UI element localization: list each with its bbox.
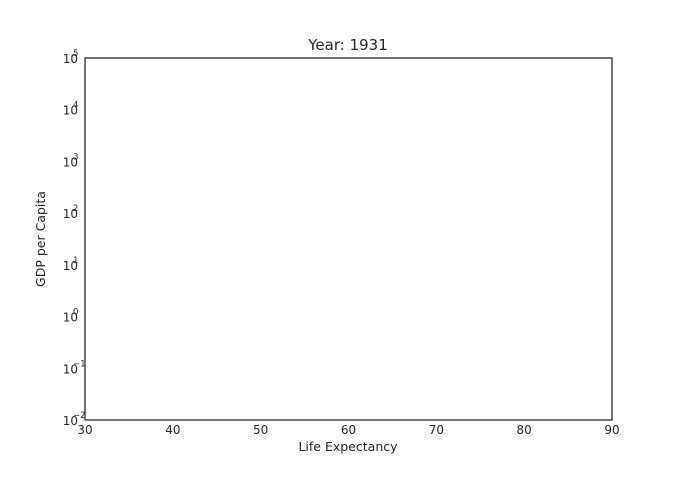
- y-tick-exponent: 1: [73, 256, 78, 266]
- y-tick-label: 100: [63, 308, 79, 325]
- x-tick-label: 50: [253, 423, 268, 437]
- y-tick-base: 10: [63, 104, 78, 118]
- y-tick-label: 105: [63, 49, 79, 66]
- y-tick-label: 10−1: [63, 359, 86, 376]
- chart-title: Year: 1931: [307, 36, 388, 54]
- y-tick-label: 104: [63, 101, 79, 118]
- y-tick-base: 10: [63, 362, 78, 376]
- y-tick-base: 10: [63, 311, 78, 325]
- y-tick-exponent: 2: [73, 204, 78, 214]
- x-tick-label: 60: [341, 423, 356, 437]
- y-tick-label: 101: [63, 256, 79, 273]
- y-tick-exponent: 4: [73, 101, 78, 111]
- y-tick-base: 10: [63, 155, 78, 169]
- y-tick-label: 10−2: [63, 411, 86, 428]
- y-tick-base: 10: [63, 207, 78, 221]
- y-tick-exponent: 0: [73, 308, 78, 318]
- x-axis-label: Life Expectancy: [298, 439, 398, 454]
- x-tick-label: 40: [165, 423, 180, 437]
- x-tick-label: 70: [429, 423, 444, 437]
- y-tick-exponent: 3: [73, 152, 78, 162]
- x-tick-label: 30: [77, 423, 92, 437]
- x-tick-label: 90: [604, 423, 619, 437]
- y-tick-exponent: −1: [73, 359, 86, 369]
- y-tick-base: 10: [63, 414, 78, 428]
- y-tick-exponent: 5: [73, 49, 78, 59]
- y-tick-label: 103: [63, 152, 79, 169]
- y-tick-exponent: −2: [73, 411, 86, 421]
- x-tick-label: 80: [517, 423, 532, 437]
- y-axis-label: GDP per Capita: [33, 191, 48, 287]
- y-tick-base: 10: [63, 52, 78, 66]
- x-axis-ticks: 30 40 50 60 70 80 90: [77, 423, 619, 437]
- plot-area: [84, 57, 613, 421]
- plot-frame: [84, 57, 613, 421]
- y-tick-label: 102: [63, 204, 79, 221]
- y-tick-base: 10: [63, 259, 78, 273]
